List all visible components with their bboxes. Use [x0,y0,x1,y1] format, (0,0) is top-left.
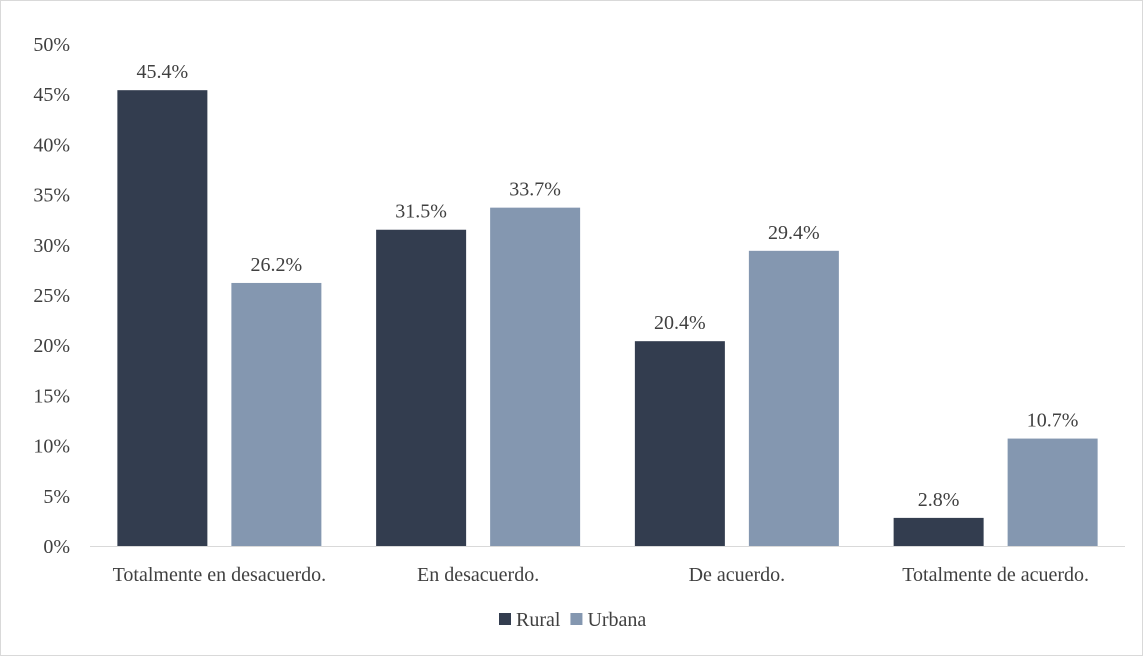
y-tick-label: 30% [33,235,70,257]
bar-urbana [748,250,839,546]
data-label: 20.4% [654,312,706,334]
data-label: 26.2% [251,254,303,276]
y-tick-label: 20% [33,335,70,357]
category-label: De acuerdo. [689,564,786,586]
legend-label: Rural [516,609,561,631]
data-label: 2.8% [918,489,960,511]
bar-urbana [1007,438,1098,546]
bar-urbana [490,207,581,547]
y-tick-label: 15% [33,385,70,407]
bar-rural [376,229,467,547]
category-label: En desacuerdo. [417,564,539,586]
bar-rural [117,90,208,547]
data-label: 45.4% [137,61,189,83]
legend-label: Urbana [587,609,646,631]
data-label: 31.5% [395,201,447,223]
legend-swatch-rural [499,613,511,625]
bar-urbana [231,282,322,546]
y-tick-label: 45% [33,84,70,106]
legend-swatch-urbana [570,613,583,625]
data-label: 33.7% [509,179,561,201]
y-tick-label: 5% [43,486,70,508]
y-tick-label: 35% [33,185,70,207]
category-label: Totalmente en desacuerdo. [113,564,327,586]
bar-rural [634,341,725,546]
bar-rural [893,517,984,546]
data-label: 29.4% [768,222,820,244]
y-tick-label: 0% [43,536,70,558]
y-tick-label: 25% [33,285,70,307]
y-tick-label: 10% [33,436,70,458]
category-label: Totalmente de acuerdo. [902,564,1089,586]
data-label: 10.7% [1027,410,1079,432]
y-tick-label: 40% [33,134,70,156]
y-tick-label: 50% [33,34,70,56]
